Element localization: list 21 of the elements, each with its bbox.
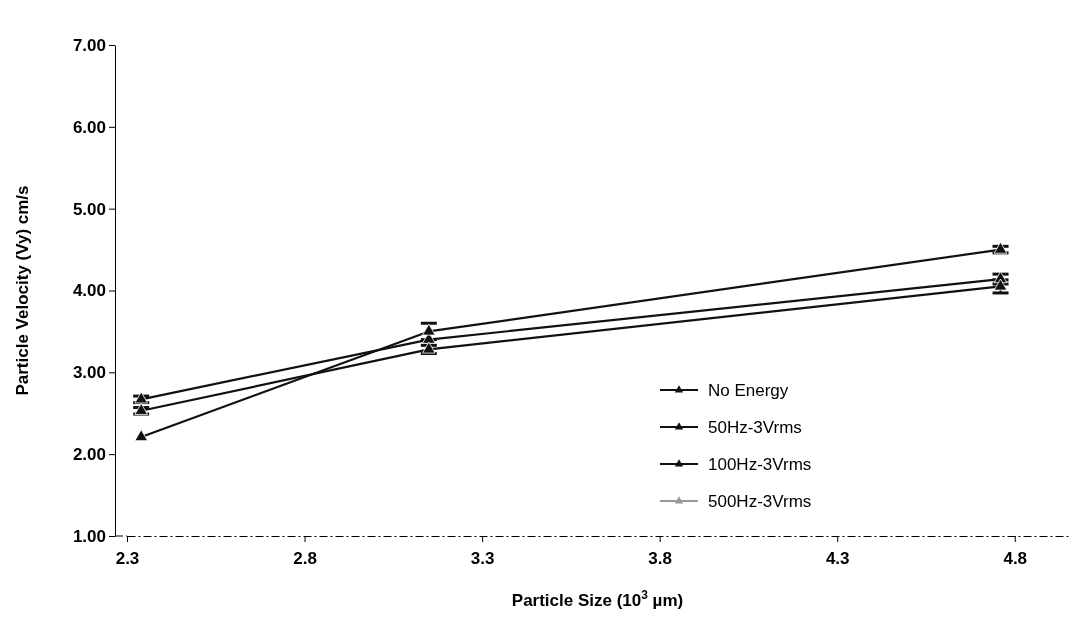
- x-tick-label: 2.3: [115, 548, 140, 568]
- x-tick-label: 4.3: [825, 548, 850, 568]
- point: [422, 323, 436, 336]
- y-axis-title: Particle Velocity (Vy) cm/s: [13, 185, 32, 396]
- y-tick-label: 1.00: [72, 526, 106, 546]
- x-tick-label: 4.8: [1003, 548, 1028, 568]
- legend-label: 50Hz-3Vrms: [708, 418, 802, 437]
- y-tick-label: 5.00: [72, 199, 106, 219]
- x-tick-label: 2.8: [293, 548, 317, 568]
- point: [134, 429, 148, 442]
- y-tick-label: 2.00: [72, 445, 106, 465]
- x-tick-label: 3.3: [470, 548, 495, 568]
- y-tick-label: 6.00: [72, 117, 106, 137]
- legend-label: 500Hz-3Vrms: [708, 492, 812, 511]
- x-axis-title: Particle Size (10$^{3}$ µm): [511, 588, 684, 610]
- y-tick-label: 4.00: [72, 281, 106, 301]
- legend-label: No Energy: [708, 381, 789, 400]
- legend-label: 100Hz-3Vrms: [708, 455, 812, 474]
- y-tick-label: 3.00: [72, 363, 106, 383]
- y-tick-label: 7.00: [72, 35, 106, 55]
- x-tick-label: 3.8: [648, 548, 672, 568]
